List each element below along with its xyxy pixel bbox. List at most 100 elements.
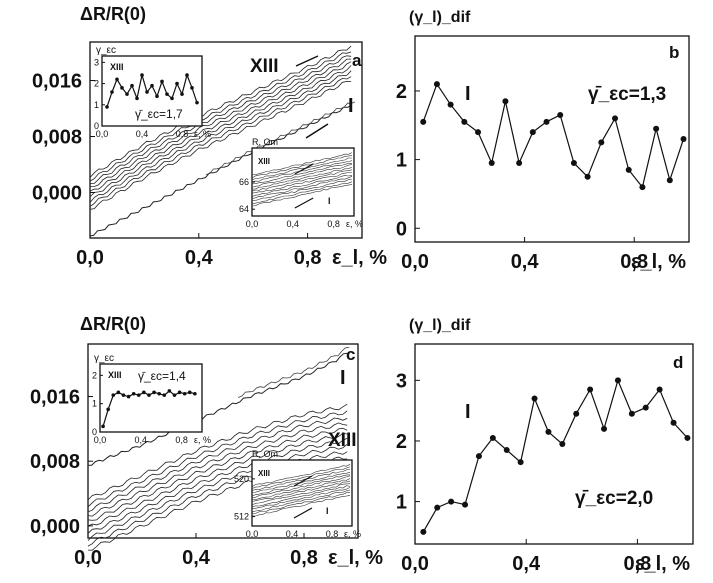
inset-resistance-curve (251, 163, 352, 185)
y-tick-label: 2 (396, 431, 407, 453)
y-axis-label: (γ_l)_dif (409, 9, 471, 26)
inset-label-top: XIII (258, 469, 270, 478)
inset-resistance-curve (251, 483, 351, 506)
inset-resistance-curve (251, 166, 353, 190)
inset-arrow-down (294, 163, 314, 175)
inset-x-tick-label: 0,4 (287, 219, 300, 229)
inset-x-tick-label: 0,0 (96, 129, 109, 139)
series-xiii-curve (87, 432, 348, 527)
series-xiii-curve (89, 81, 352, 210)
y-tick-label: 1 (396, 150, 407, 172)
inset-gamma-point (135, 96, 139, 101)
data-point (557, 111, 564, 118)
y-tick-label: 0,000 (30, 516, 80, 538)
data-point (684, 434, 691, 441)
series-xiii-curve (87, 403, 348, 501)
inset-resistance-curve (251, 164, 353, 188)
data-point (680, 136, 687, 142)
data-point (559, 441, 566, 447)
panel-d-frame (414, 343, 694, 545)
y-tick-label: 0,016 (30, 387, 80, 409)
annotation-xiii: XIII (250, 56, 279, 77)
data-point (625, 166, 632, 173)
y-tick-label: 3 (396, 370, 407, 392)
inset-gamma-point (120, 86, 124, 90)
data-point (461, 118, 468, 125)
x-axis-label: ε_l, % (328, 547, 383, 569)
inset-resistance-curve (251, 172, 352, 194)
inset-resistance-curve (251, 176, 353, 199)
inset-gamma-point (145, 90, 149, 94)
inset-resistance-curve (251, 489, 351, 513)
series-xiii-curve (87, 417, 348, 513)
inset-x-tick-label: 0,4 (286, 529, 299, 539)
inset-gamma-point (195, 100, 199, 105)
series-i-curve-return (237, 346, 350, 398)
y-tick-label: 0,008 (30, 451, 80, 473)
series-xiii-curve (89, 55, 352, 184)
inset-gamma-point (125, 92, 129, 96)
inset-arrow-up (293, 507, 313, 519)
data-point (601, 425, 608, 432)
inset-gamma-point (182, 391, 187, 396)
inset-resistance-curve (251, 174, 353, 197)
data-point (502, 98, 509, 105)
inset-gamma-point (115, 77, 119, 82)
inset-resistance-curve (251, 471, 351, 493)
inset-resistance-curve (251, 480, 351, 502)
inset-x-axis-label: ε, % (194, 129, 211, 139)
panel-label: d (673, 353, 683, 372)
inset-gamma-point (152, 390, 156, 395)
inset-resistance-curve (251, 169, 353, 192)
data-point (420, 118, 427, 125)
inset-x-tick-label: 0,0 (94, 435, 107, 445)
data-point (475, 129, 482, 136)
inset-resistance-curve (251, 485, 351, 508)
data-point (570, 160, 577, 167)
inset-gamma-point (190, 86, 194, 90)
inset-y-tick-label: 1 (94, 100, 99, 110)
inset-y-axis-label: R, Om (252, 449, 278, 459)
inset-x-tick-label: 0,8 (326, 529, 339, 539)
data-point (543, 118, 550, 125)
series-xiii-curve (89, 70, 352, 203)
inset-resistance-curve (251, 492, 351, 515)
x-axis-label: ε_l, % (631, 251, 686, 273)
inset-series-label: XIII (108, 370, 122, 380)
mean-label: γ̄_εc=1,3 (588, 84, 666, 105)
inset-gamma-point (130, 83, 134, 88)
data-point (639, 184, 646, 191)
inset-y-tick-label: 66 (239, 177, 249, 187)
data-point (598, 139, 605, 146)
inset-y-tick-label: 520 (234, 474, 249, 484)
data-point (489, 434, 496, 441)
arrow-i (305, 123, 329, 139)
series-xiii-curve (87, 410, 348, 508)
data-point (670, 419, 677, 426)
series-i-curve (89, 105, 352, 237)
inset-resistance-curve (251, 494, 351, 517)
series-xiii-curve (87, 427, 348, 521)
inset-x-tick-label: 0,0 (246, 219, 259, 229)
data-point (584, 173, 591, 180)
inset-gamma-point (167, 389, 172, 393)
inset-y-tick-label: 2 (94, 79, 99, 89)
inset-resistance-curve (251, 475, 351, 499)
inset-gamma-point (131, 391, 136, 396)
inset-label-bottom: I (326, 506, 329, 516)
inset-resistance-curve (251, 181, 353, 205)
inset-x-tick-label: 0,8 (175, 435, 188, 445)
series-xiii-curve (89, 45, 352, 178)
data-point (628, 410, 635, 417)
data-point (573, 410, 580, 417)
inset-y-tick-label: 1 (92, 399, 97, 409)
inset-resistance-curve (251, 178, 353, 201)
arrow-xiii (295, 55, 319, 67)
inset-gamma-point (101, 424, 105, 429)
data-point (420, 528, 427, 535)
series-i-curve-return (205, 101, 356, 175)
inset-resistance-curve (251, 478, 351, 501)
inset-x-axis-label: ε, % (344, 529, 361, 539)
x-tick-label: 0,8 (620, 251, 648, 273)
